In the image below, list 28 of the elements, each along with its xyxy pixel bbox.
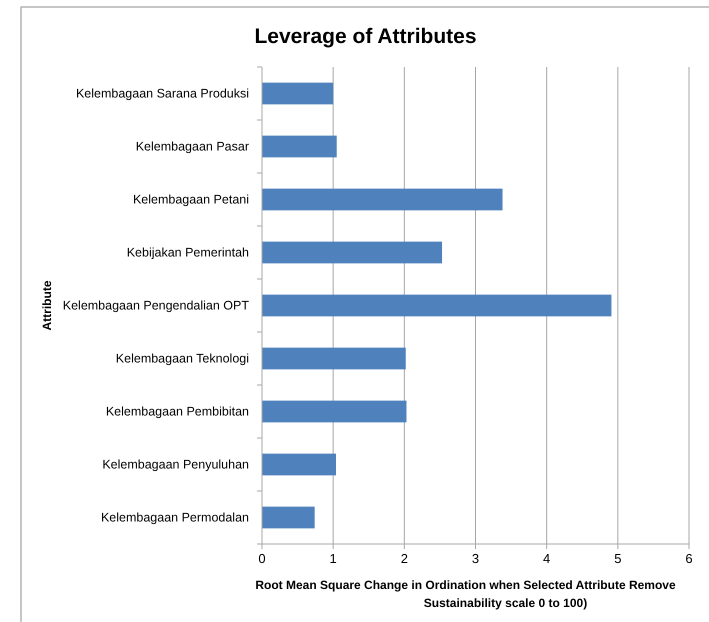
chart-title: Leverage of Attributes: [254, 25, 477, 48]
bar: [262, 294, 612, 316]
x-tick-label: 1: [330, 551, 337, 566]
x-tick-label: 5: [614, 551, 622, 566]
x-tick-label: 0: [258, 551, 266, 566]
bar: [262, 136, 337, 158]
y-tick-label: Kelembagaan Teknologi: [116, 352, 249, 366]
y-tick-label: Kelembagaan Permodalan: [100, 510, 250, 524]
x-tick-label: 3: [472, 551, 480, 566]
bar: [262, 188, 503, 210]
y-tick-label: Kebijakan Pemerintah: [126, 246, 250, 260]
x-tick-label: 4: [543, 551, 550, 566]
y-tick-label: Kelembagaan Petani: [132, 192, 249, 206]
bar: [262, 506, 315, 528]
bar: [262, 400, 406, 422]
y-tick-label: Kelembagaan Pengendalian OPT: [62, 298, 250, 312]
x-tick-label: 6: [685, 551, 693, 566]
y-tick-label: Kelembagaan Pasar: [136, 140, 249, 154]
x-tick-label: 2: [400, 551, 408, 566]
bar: [262, 348, 406, 370]
y-tick-label: Kelembagaan Penyuluhan: [102, 458, 250, 472]
bar: [262, 82, 334, 104]
x-axis-title: Root Mean Square Change in Ordination when Selected Attribute Remove Sustainability scale 0 to 100): [255, 578, 676, 610]
y-tick-label: Kelembagaan Sarana Produksi: [76, 86, 249, 100]
bar: [262, 454, 336, 476]
y-axis-title: Attribute: [40, 280, 54, 330]
y-tick-label: Kelembagaan Pembibitan: [106, 404, 250, 418]
bar: [262, 242, 442, 264]
